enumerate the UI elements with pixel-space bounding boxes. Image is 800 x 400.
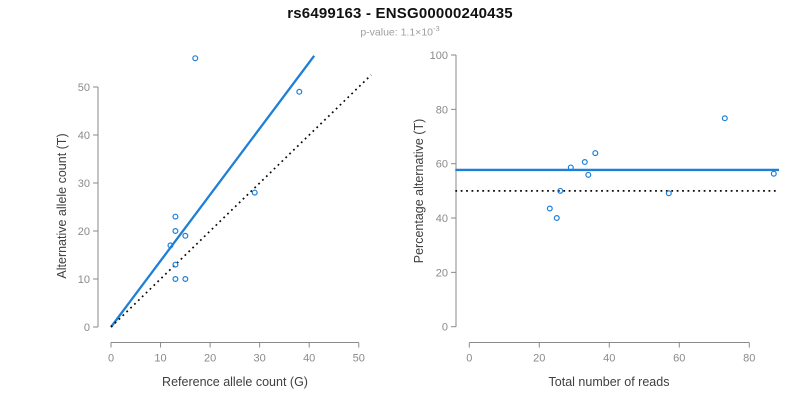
y-tick-label: 20 <box>78 226 90 238</box>
y-tick-label: 40 <box>78 130 90 142</box>
data-point <box>296 88 303 95</box>
y-tick-label: 60 <box>436 159 448 171</box>
x-axis-title: Total number of reads <box>549 375 670 389</box>
scatter-panel-left: 0 10 20 30 40 50 0 10 20 30 40 50 Reference allele c… <box>55 55 372 389</box>
x-tick-label: 20 <box>204 353 216 365</box>
pvalue-exponent: -3 <box>433 24 440 33</box>
x-tick-label: 40 <box>603 353 615 365</box>
data-point <box>553 215 560 222</box>
x-tick-label: 0 <box>108 353 114 365</box>
x-tick-label: 10 <box>154 353 166 365</box>
data-point <box>721 115 728 122</box>
x-tick-label: 40 <box>303 353 315 365</box>
y-tick-label: 10 <box>78 274 90 286</box>
x-tick-label: 80 <box>743 353 755 365</box>
x-axis-title: Reference allele count (G) <box>162 375 308 389</box>
y-axis-title: Percentage alternative (T) <box>412 119 426 264</box>
y-tick-label: 0 <box>84 322 90 334</box>
data-point <box>172 213 179 220</box>
fit-line <box>110 55 316 328</box>
x-tick-label: 0 <box>466 353 472 365</box>
y-tick-label: 50 <box>78 82 90 94</box>
data-point <box>167 242 174 249</box>
data-point <box>182 232 189 239</box>
data-point <box>585 171 592 178</box>
data-point <box>665 190 672 197</box>
figure-title: rs6499163 - ENSG00000240435 <box>287 5 513 22</box>
data-point <box>770 170 777 177</box>
x-tick-label: 30 <box>254 353 266 365</box>
figure-subtitle: p-value: 1.1×10-3 <box>0 24 800 39</box>
x-tick-label: 20 <box>533 353 545 365</box>
data-point <box>172 276 179 283</box>
data-point <box>251 189 258 196</box>
x-tick-label: 50 <box>353 353 365 365</box>
data-point <box>581 159 588 166</box>
data-point <box>546 205 553 212</box>
y-tick-label: 20 <box>436 267 448 279</box>
data-point <box>567 164 574 171</box>
data-point <box>592 150 599 157</box>
data-point <box>172 261 179 268</box>
scatter-panel-right: 0 20 40 60 80 0 20 40 60 80 100 Total number of rea… <box>412 50 780 389</box>
y-tick-label: 40 <box>436 213 448 225</box>
data-point <box>182 276 189 283</box>
pvalue-text: p-value: 1.1×10 <box>360 26 433 39</box>
y-axis-title: Alternative allele count (T) <box>55 133 69 278</box>
data-point <box>172 228 179 235</box>
y-tick-label: 0 <box>442 322 448 334</box>
data-point <box>192 55 199 62</box>
x-tick-label: 60 <box>673 353 685 365</box>
y-tick-label: 80 <box>436 104 448 116</box>
data-point <box>557 187 564 194</box>
identity-line <box>110 74 372 328</box>
y-tick-label: 30 <box>78 178 90 190</box>
y-tick-label: 100 <box>430 50 448 62</box>
